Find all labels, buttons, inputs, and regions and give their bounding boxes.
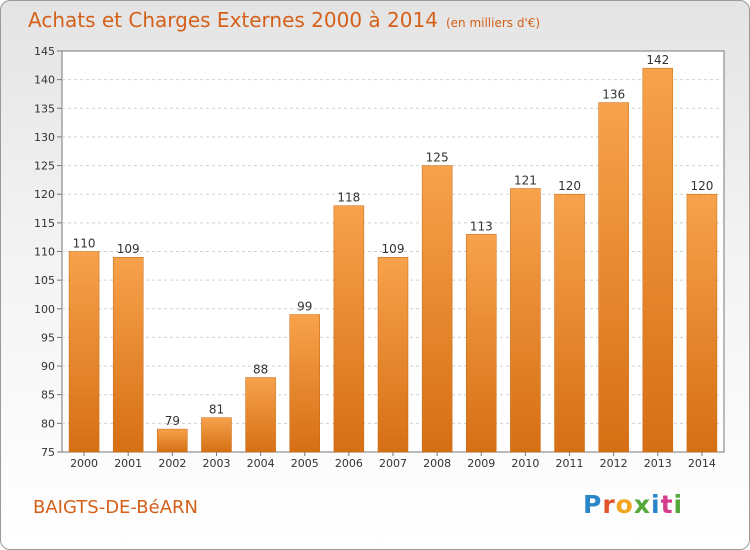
city-name: BAIGTS-DE-BéARN: [33, 497, 198, 518]
bar: [112, 256, 144, 453]
bars: 110 109 79 81 88 99 118 109 125 113 121 120 136 142 12…: [68, 53, 718, 453]
y-tick-label: 135: [34, 102, 55, 115]
bar: [377, 256, 409, 453]
bar: [554, 193, 585, 453]
data-label: 109: [117, 242, 140, 256]
x-tick-label: 2006: [335, 457, 363, 470]
data-label: 88: [253, 363, 268, 377]
y-tick-label: 85: [41, 389, 55, 402]
data-label: 136: [602, 88, 625, 102]
x-tick-label: 2000: [70, 457, 98, 470]
logo-letter: o: [615, 490, 634, 519]
data-label: 79: [165, 414, 180, 428]
x-tick-label: 2010: [511, 457, 539, 470]
proxiti-logo[interactable]: Proxiti: [583, 490, 683, 519]
bar: [245, 377, 276, 453]
x-tick-label: 2009: [467, 457, 495, 470]
logo-letter: t: [660, 490, 674, 519]
y-tick-label: 105: [34, 274, 55, 287]
y-tick-label: 130: [34, 131, 55, 144]
bar: [68, 251, 100, 453]
x-tick-label: 2002: [158, 457, 186, 470]
bar: [289, 314, 320, 453]
y-axis: 75 80 85 90 95 100 105 110 115 120 125 130 135 140 145: [34, 45, 62, 459]
y-tick-label: 140: [34, 74, 55, 87]
data-label: 121: [514, 173, 537, 187]
x-tick-label: 2008: [423, 457, 451, 470]
bar: [510, 188, 541, 453]
x-tick-label: 2013: [644, 457, 672, 470]
x-tick-label: 2011: [556, 457, 584, 470]
bar: [421, 165, 453, 453]
bar: [157, 428, 188, 453]
data-label: 109: [382, 242, 405, 256]
y-tick-label: 115: [34, 217, 55, 230]
x-tick-label: 2001: [114, 457, 142, 470]
x-tick-label: 2004: [247, 457, 275, 470]
y-tick-label: 100: [34, 303, 55, 316]
bar: [333, 205, 365, 453]
y-tick-label: 110: [34, 246, 55, 259]
y-tick-label: 125: [34, 160, 55, 173]
y-tick-label: 90: [41, 360, 55, 373]
y-tick-label: 80: [41, 417, 55, 430]
x-tick-label: 2007: [379, 457, 407, 470]
logo-letter: i: [651, 490, 661, 519]
bar: [598, 102, 629, 453]
y-tick-label: 95: [41, 331, 55, 344]
logo-letter: P: [583, 490, 603, 519]
bar: [466, 234, 497, 453]
bar: [686, 193, 718, 453]
x-axis: 2000 2001 2002 2003 2004 2005 2006 2007 2008 2009…: [70, 452, 716, 470]
x-tick-label: 2012: [600, 457, 628, 470]
chart-title: Achats et Charges Externes 2000 à 2014 (e…: [28, 8, 540, 32]
x-tick-label: 2003: [202, 457, 230, 470]
logo-letter: r: [602, 490, 616, 519]
data-label: 120: [558, 179, 581, 193]
x-tick-label: 2014: [688, 457, 716, 470]
title-text: Achats et Charges Externes 2000 à 2014: [28, 8, 438, 32]
y-tick-label: 120: [34, 188, 55, 201]
data-label: 120: [690, 179, 713, 193]
data-label: 113: [470, 219, 493, 233]
y-tick-label: 145: [34, 45, 55, 58]
data-label: 110: [73, 237, 96, 251]
logo-letter: i: [673, 490, 684, 519]
title-unit: (en milliers d'€): [445, 16, 541, 30]
y-tick-label: 75: [41, 446, 55, 459]
logo-letter: x: [633, 490, 651, 519]
data-label: 81: [209, 403, 224, 417]
x-tick-label: 2005: [291, 457, 319, 470]
data-label: 99: [297, 300, 312, 314]
data-label: 142: [646, 53, 669, 67]
data-label: 125: [426, 151, 449, 165]
data-label: 118: [337, 191, 360, 205]
bar: [201, 417, 232, 453]
bar: [642, 67, 674, 453]
